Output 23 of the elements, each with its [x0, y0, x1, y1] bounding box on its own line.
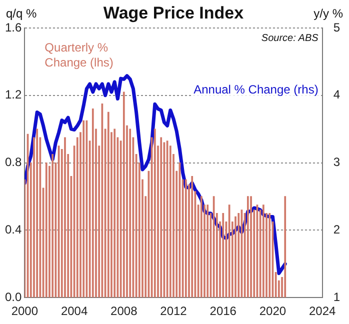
y-tick-label: 1.2: [4, 88, 22, 102]
x-tick-label: 2004: [60, 304, 88, 318]
y-tick-label: 0.0: [4, 290, 22, 304]
text: Annual % Change (rhs): [194, 82, 318, 96]
x-tick-label: 2016: [210, 304, 237, 318]
y-tick-label: 1.6: [4, 20, 22, 34]
chart-title: Wage Price Index: [103, 4, 244, 23]
y2-tick-label: 4: [333, 88, 340, 102]
x-tick-label: 2000: [11, 304, 38, 318]
x-tick-label: 2012: [160, 304, 188, 318]
x-tick-label: 2020: [259, 304, 286, 318]
y2-tick-label: 1: [333, 290, 340, 304]
annotation: Source: ABS: [261, 32, 319, 44]
text: Quarterly % Change (lhs): [44, 40, 114, 70]
x-tick-label: 2024: [308, 304, 336, 318]
y-tick-label: 0.8: [4, 155, 22, 170]
y2-tick-label: 3: [333, 155, 340, 170]
y2-tick-label: 5: [333, 20, 340, 34]
y2-axis-title: y/y %: [314, 6, 344, 20]
y2-tick-label: 2: [333, 222, 340, 237]
y-axis-title: q/q %: [6, 6, 38, 20]
x-tick-label: 2008: [110, 304, 138, 318]
y-tick-label: 0.4: [4, 222, 22, 237]
